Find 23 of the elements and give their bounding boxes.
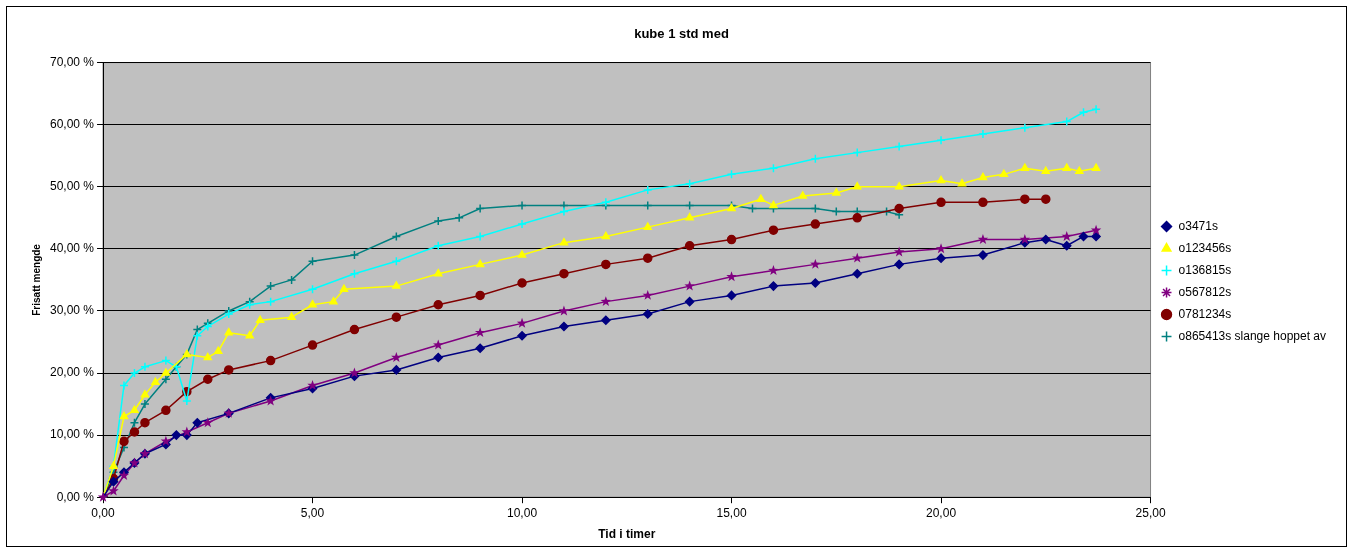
x-tick-label: 20,00 xyxy=(926,505,957,520)
y-tick-label: 50,00 % xyxy=(49,179,95,194)
legend-label: 0781234s xyxy=(1178,306,1232,321)
y-tick-label: 20,00 % xyxy=(49,365,95,380)
x-tick-label: 10,00 xyxy=(507,505,538,520)
y-tick-label: 10,00 % xyxy=(49,427,95,442)
legend-label: o123456s xyxy=(1178,240,1232,255)
x-tick-label: 15,00 xyxy=(716,505,747,520)
y-tick-label: 30,00 % xyxy=(49,303,95,318)
chart-title: kube 1 std med xyxy=(634,26,729,42)
legend-label: o567812s xyxy=(1178,284,1232,299)
x-tick-label: 25,00 xyxy=(1135,505,1166,520)
x-axis-title: Tid i timer xyxy=(598,527,656,542)
y-tick-label: 70,00 % xyxy=(49,54,95,69)
y-tick-label: 60,00 % xyxy=(49,117,95,131)
legend-label: o865413s slange hoppet av xyxy=(1178,328,1327,343)
y-tick-label: 40,00 % xyxy=(49,241,95,256)
legend-label: o3471s xyxy=(1178,218,1218,233)
legend-label: o136815s xyxy=(1178,262,1232,277)
x-tick-label: 0,00 xyxy=(91,505,116,520)
y-tick-label: 0,00 % xyxy=(56,489,95,504)
x-tick-label: 5,00 xyxy=(300,505,325,520)
y-axis-title: Frisatt mengde xyxy=(30,243,42,316)
